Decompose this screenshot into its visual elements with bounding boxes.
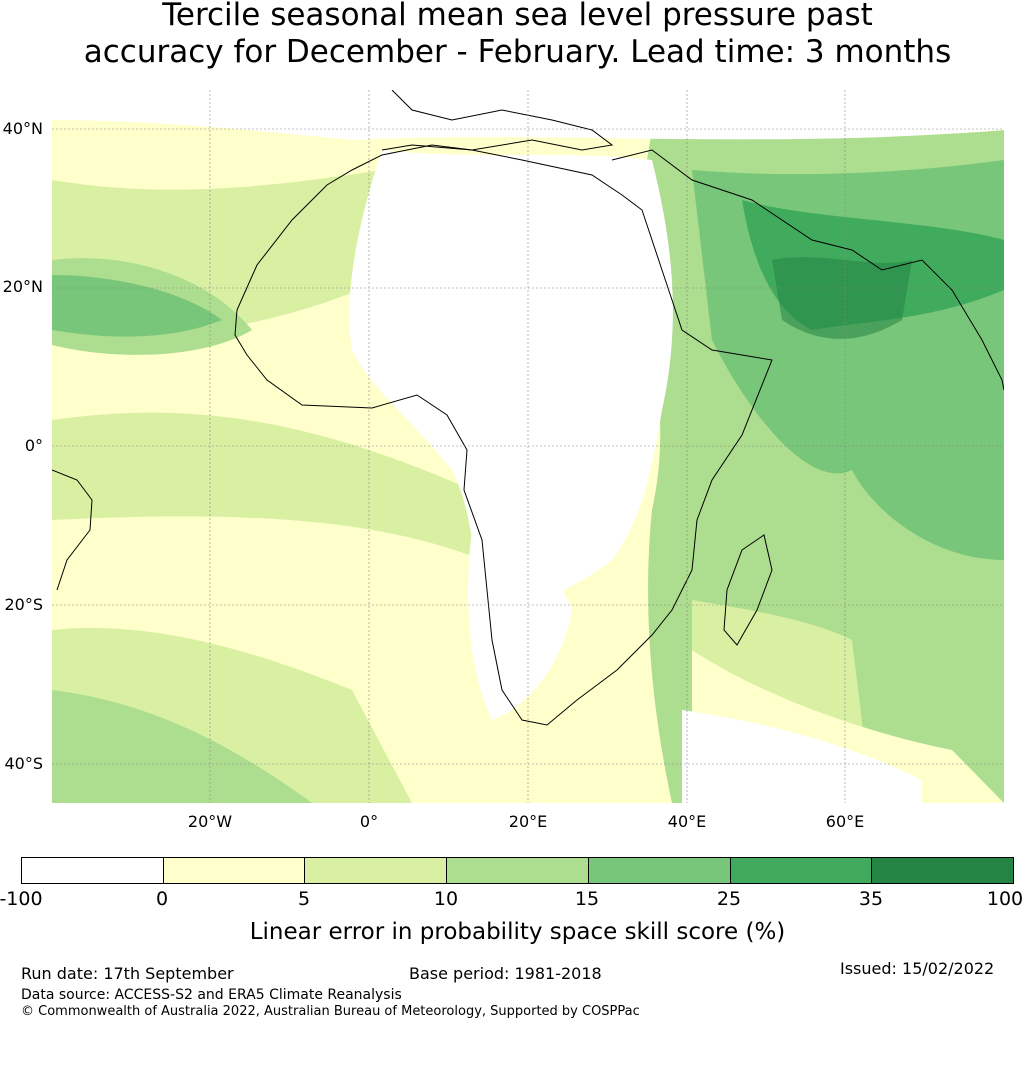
colorbar-tick: 25 [716, 888, 742, 910]
lon-label-20e: 20°E [508, 812, 548, 831]
asia-coastline [611, 149, 1004, 391]
chart-title-line1: Tercile seasonal mean sea level pressure… [162, 0, 873, 33]
south-asia [772, 257, 912, 339]
madagascar-coastline [723, 534, 773, 646]
colorbar-tick: 100 [986, 888, 1024, 910]
lon-label-20w: 20°W [187, 812, 233, 831]
colorbar-segment-5-10 [305, 858, 448, 883]
africa-coastline [234, 144, 773, 726]
copyright: © Commonwealth of Australia 2022, Austra… [21, 1004, 640, 1019]
tropical-atlantic [52, 412, 482, 560]
southern-africa [468, 530, 572, 720]
chart-title-line2: accuracy for December - February. Lead t… [83, 34, 952, 70]
colorbar-tick: 0 [155, 888, 169, 910]
lat-label-40n: 40°N [2, 119, 43, 138]
map-canvas [52, 90, 1004, 803]
lat-label-0: 0° [24, 436, 43, 455]
europe-coastline [381, 90, 614, 151]
lon-label-60e: 60°E [825, 812, 865, 831]
colorbar-segment-0-5 [163, 858, 306, 883]
colorbar-segment-35-100 [872, 858, 1014, 883]
lon-label-0: 0° [359, 812, 379, 831]
skill-score-map [52, 90, 1004, 803]
colorbar-segment-no-skill [22, 858, 164, 883]
southern-ocean-south-west [52, 690, 312, 803]
lat-label-20s: 20°S [4, 595, 43, 614]
colorbar [21, 857, 1014, 884]
colorbar-segment-15-25 [588, 858, 731, 883]
graticule [52, 90, 1004, 803]
colorbar-tick: 15 [574, 888, 600, 910]
colorbar-tick: -100 [0, 888, 43, 910]
run-date: Run date: 17th September [21, 964, 234, 983]
colorbar-label: Linear error in probability space skill … [249, 919, 786, 945]
colorbar-segment-25-35 [730, 858, 873, 883]
sahara-and-central-africa [349, 150, 673, 603]
colorbar-segment-10-15 [447, 858, 589, 883]
lat-label-40s: 40°S [4, 754, 43, 773]
issued-date: Issued: 15/02/2022 [840, 959, 995, 978]
south-america-coastline [52, 469, 93, 591]
base-period: Base period: 1981-2018 [409, 964, 602, 983]
lon-label-40e: 40°E [667, 812, 707, 831]
colorbar-tick: 35 [858, 888, 884, 910]
lat-label-20n: 20°N [2, 277, 43, 296]
south-indian-noskill [682, 710, 922, 803]
data-source: Data source: ACCESS-S2 and ERA5 Climate … [21, 987, 402, 1003]
north-atlantic-core [52, 275, 222, 337]
colorbar-tick: 5 [297, 888, 311, 910]
colorbar-tick: 10 [433, 888, 459, 910]
